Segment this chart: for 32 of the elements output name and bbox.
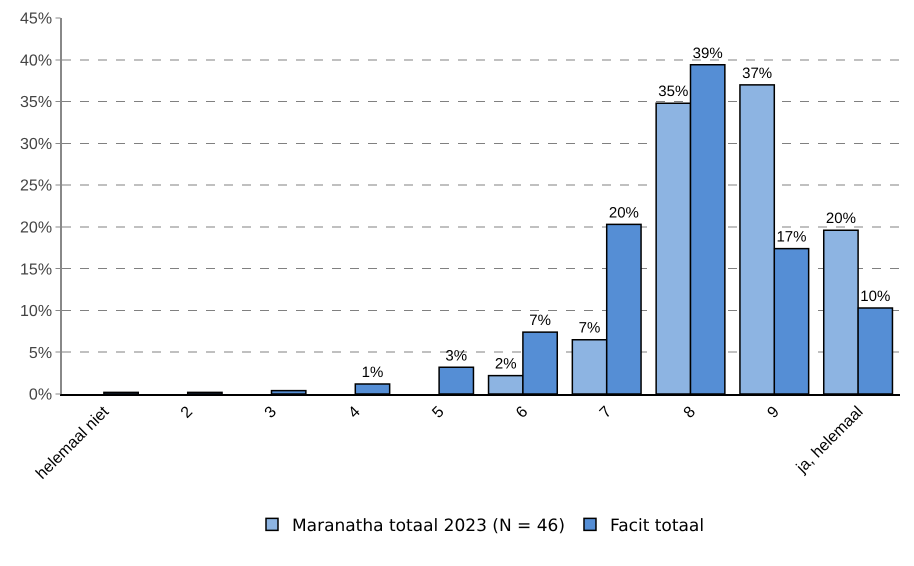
y-tick-label: 20% <box>20 219 52 236</box>
y-tick-label: 35% <box>20 94 52 112</box>
x-tick-label: 4 <box>345 403 364 422</box>
y-tick-label: 30% <box>20 136 52 153</box>
x-tick-label: 3 <box>262 403 280 422</box>
x-tick-label: 2 <box>178 403 196 422</box>
data-label: 1% <box>362 364 384 381</box>
data-label: 20% <box>608 204 639 222</box>
legend-label: Facit totaal <box>610 516 704 536</box>
x-tick-label: 8 <box>680 403 700 422</box>
legend-label: Maranatha totaal 2023 (N = 46) <box>292 516 565 536</box>
data-label: 20% <box>826 210 856 228</box>
x-tick-label: 7 <box>596 403 616 422</box>
y-tick-label: 5% <box>28 344 52 362</box>
y-tick-label: 0% <box>28 386 52 404</box>
data-label: 7% <box>578 320 600 337</box>
data-label: 3% <box>445 347 468 364</box>
data-label: 39% <box>692 44 723 62</box>
y-tick-label: 15% <box>20 261 52 278</box>
data-label: 35% <box>658 83 688 100</box>
y-tick-label: 45% <box>20 10 52 28</box>
data-label: 37% <box>742 64 772 82</box>
y-tick-label: 25% <box>20 178 52 195</box>
x-tick-label: 9 <box>764 403 783 422</box>
x-tick-label: 5 <box>429 403 448 422</box>
y-tick-label: 40% <box>20 52 52 70</box>
data-label: 10% <box>860 288 890 305</box>
data-label: 17% <box>776 228 806 246</box>
x-tick-label: 6 <box>513 403 532 422</box>
data-label: 2% <box>494 356 517 373</box>
data-label: 7% <box>529 312 551 330</box>
y-tick-label: 10% <box>20 303 52 320</box>
